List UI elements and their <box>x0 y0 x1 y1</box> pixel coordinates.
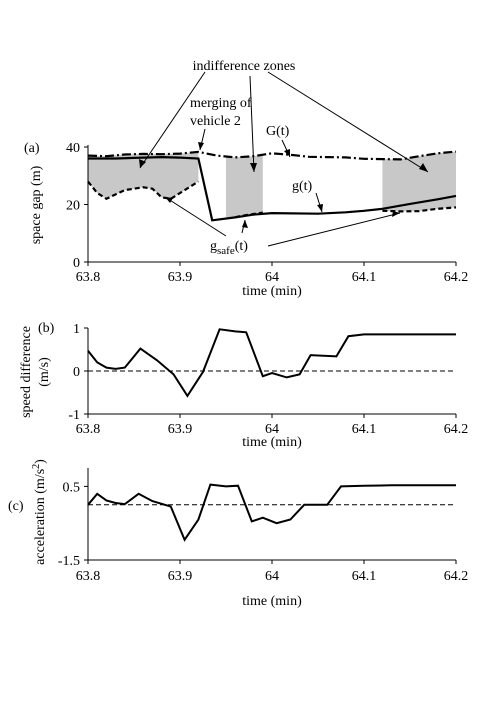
x-tick-label: 64.2 <box>444 422 469 437</box>
y-tick-label: 0 <box>73 365 80 380</box>
panel-a-x-axis-label: time (min) <box>242 284 302 299</box>
accel-label-main: acceleration (m/s <box>33 469 48 565</box>
panel-c-label: (c) <box>8 499 24 514</box>
indifference-zone <box>382 151 456 212</box>
panel-b-label: (b) <box>38 321 55 336</box>
annotation-merging-line2: vehicle 2 <box>190 114 241 129</box>
series-gsafe-line <box>87 180 199 201</box>
x-tick-label: 63.9 <box>168 270 193 285</box>
annotation-gsafe-label: gsafe(t) <box>210 239 248 257</box>
panel-a: 63.8 63.9 64 64.1 64.2 0 20 40 (a) time (min) s… <box>24 59 468 299</box>
x-tick-label: 64 <box>265 270 279 285</box>
panel-a-ticks: 63.8 63.9 64 64.1 64.2 0 20 40 <box>66 141 468 285</box>
arrow-zones-2 <box>249 75 255 173</box>
x-tick-label: 63.9 <box>168 569 193 584</box>
panel-b: 63.8 63.9 64 64.1 64.2 -1 0 1 (b) time (min) sp… <box>19 321 468 450</box>
panel-b-y-axis-label-line2: (m/s) <box>37 357 52 387</box>
x-tick-label: 64.2 <box>444 569 469 584</box>
arrow-gsafe-1 <box>164 196 227 237</box>
x-tick-label: 63.8 <box>76 569 101 584</box>
annotation-arrowheads <box>139 142 428 228</box>
panel-c: 63.8 63.9 64 64.1 64.2 -1.5 0.5 (c) accelerati… <box>8 459 468 609</box>
arrowhead-zones-2 <box>250 163 257 172</box>
panel-a-label: (a) <box>24 141 40 156</box>
series-G-line <box>87 150 457 161</box>
arrowhead-zones-1 <box>139 159 146 168</box>
panel-b-y-axis-label-line1: speed difference <box>19 326 34 418</box>
x-tick-label: 64.2 <box>444 270 469 285</box>
gsafe-main: g <box>210 239 217 254</box>
accel-label-sup: 2 <box>31 464 42 469</box>
y-tick-label: 40 <box>66 141 80 156</box>
x-tick-label: 63.9 <box>168 422 193 437</box>
panel-a-series <box>87 150 457 222</box>
x-tick-label: 64.1 <box>352 422 377 437</box>
indifference-zone <box>226 154 263 218</box>
panel-b-ticks: 63.8 63.9 64 64.1 64.2 -1 0 1 <box>68 322 468 437</box>
x-tick-label: 63.8 <box>76 270 101 285</box>
y-tick-label: 1 <box>73 322 80 337</box>
gsafe-tail: (t) <box>235 239 249 254</box>
arrowhead-merging <box>198 142 204 150</box>
arrow-zones-1 <box>139 71 206 169</box>
panel-c-ticks: 63.8 63.9 64 64.1 64.2 -1.5 0.5 <box>58 480 468 584</box>
y-tick-label: 0 <box>73 256 80 271</box>
panel-b-series <box>87 328 456 398</box>
annotation-G-label: G(t) <box>266 124 290 139</box>
accel-label-tail: ) <box>33 459 48 464</box>
y-tick-label: -1.5 <box>58 554 80 569</box>
y-tick-label: 20 <box>66 199 80 214</box>
arrow-zones-3 <box>267 71 429 173</box>
panel-c-y-axis-label: acceleration (m/s2) <box>31 459 48 565</box>
series-gsafe-line <box>234 211 263 219</box>
annotation-indifference-zones: indifference zones <box>193 59 296 74</box>
x-tick-label: 63.8 <box>76 422 101 437</box>
y-tick-label: -1 <box>68 408 80 423</box>
annotation-g-label: g(t) <box>292 179 313 194</box>
x-tick-label: 64 <box>265 569 279 584</box>
panel-a-y-axis-label: space gap (m) <box>29 165 44 244</box>
panel-c-series <box>87 483 456 542</box>
arrowhead-zones-3 <box>419 163 428 172</box>
arrow-gsafe-3 <box>267 212 401 247</box>
indifference-zone <box>88 151 199 199</box>
panel-c-x-axis-label: time (min) <box>242 594 302 609</box>
x-tick-label: 64 <box>265 422 279 437</box>
x-tick-label: 64.1 <box>352 569 377 584</box>
series-gsafe-line <box>382 206 457 213</box>
speed-difference-line <box>87 328 456 398</box>
annotation-merging-line1: merging of <box>190 96 252 111</box>
arrowhead-gsafe-3 <box>392 211 400 217</box>
arrowhead-gsafe-1 <box>165 197 173 203</box>
x-tick-label: 64.1 <box>352 270 377 285</box>
gsafe-sub: safe <box>217 245 235 257</box>
arrowhead-G <box>284 149 290 157</box>
acceleration-line <box>87 483 456 542</box>
arrowhead-gsafe-2 <box>242 220 248 228</box>
y-tick-label: 0.5 <box>63 480 81 495</box>
panel-b-x-axis-label: time (min) <box>242 435 302 450</box>
arrowhead-g <box>317 204 323 212</box>
